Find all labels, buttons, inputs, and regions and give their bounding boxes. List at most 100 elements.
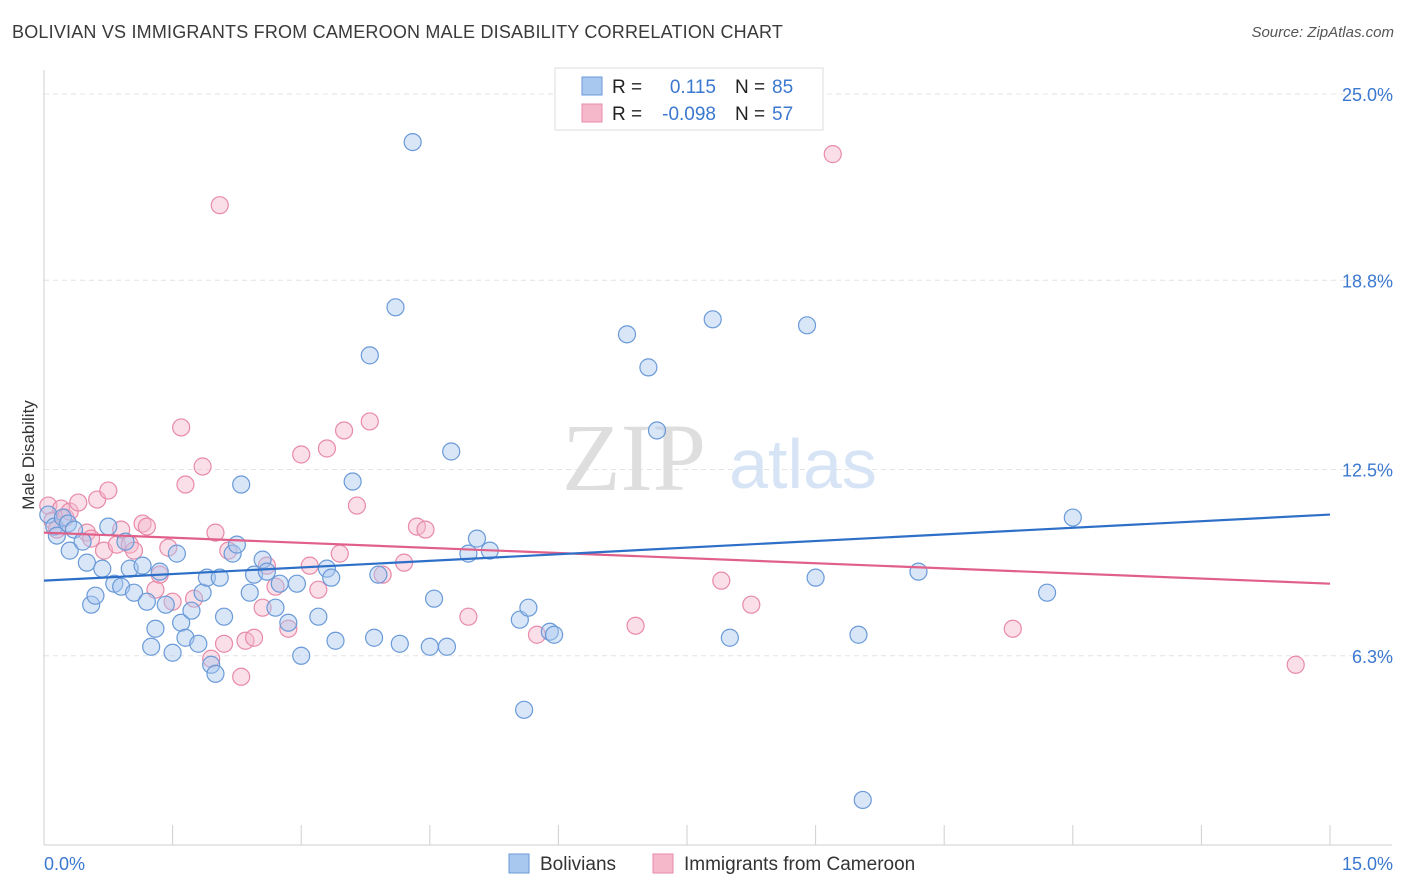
- legend-r-label-2: R =: [612, 104, 642, 125]
- cameroon-point-56: [1286, 655, 1305, 674]
- bolivians-point-7: [73, 532, 92, 551]
- y-axis-title: Male Disability: [19, 400, 38, 510]
- legend-n-value-1: 85: [772, 77, 793, 98]
- bolivians-point-10: [86, 586, 105, 605]
- bottom-legend-swatch-cameroon: [652, 853, 674, 874]
- cameroon-point-33: [244, 628, 264, 647]
- cameroon-point-57: [823, 145, 842, 164]
- bolivians-point-18: [133, 556, 152, 575]
- axes: [43, 70, 1392, 846]
- bolivians-point-75: [720, 628, 739, 647]
- cameroon-point-38: [292, 445, 311, 464]
- bolivians-point-46: [287, 574, 307, 593]
- series-legend: Bolivians Immigrants from Cameroon: [508, 853, 915, 875]
- bolivians-point-70: [545, 625, 564, 644]
- cameroon-point-45: [360, 412, 379, 431]
- cameroon-point-29: [214, 634, 234, 653]
- bottom-legend-swatch-bolivians: [508, 853, 530, 874]
- bolivians-point-67: [515, 700, 534, 719]
- cameroon-point-22: [172, 418, 191, 437]
- legend-r-value-1: 0.115: [670, 77, 716, 98]
- cameroon-point-37: [279, 619, 298, 638]
- bolivians-point-24: [163, 643, 182, 662]
- bolivians-point-79: [853, 790, 872, 810]
- cameroon-point-46: [373, 565, 392, 584]
- bolivians-point-77: [806, 568, 825, 587]
- bolivians-point-54: [364, 628, 384, 647]
- cameroon-point-54: [742, 595, 761, 614]
- bolivians-point-43: [266, 598, 285, 617]
- bolivians-point-21: [146, 619, 165, 638]
- bolivians-point-47: [292, 646, 311, 665]
- y-tick-label-1: 12.5%: [1342, 461, 1393, 481]
- bolivians-point-64: [467, 529, 487, 548]
- watermark-zip: ZIP: [562, 404, 706, 511]
- bolivians-point-25: [167, 544, 186, 563]
- legend-n-label-1: N =: [735, 77, 765, 98]
- legend-swatch-cameroon: [581, 103, 603, 123]
- bolivians-point-81: [1037, 583, 1057, 602]
- bolivians-point-58: [403, 132, 422, 152]
- bolivians-point-26: [172, 613, 191, 632]
- bottom-legend-label-bolivians: Bolivians: [540, 854, 616, 875]
- bolivians-point-53: [360, 346, 379, 365]
- x-tick-label-min: 0.0%: [44, 854, 85, 874]
- bolivians-point-37: [227, 535, 246, 554]
- bolivians-point-35: [214, 607, 234, 626]
- bolivians-point-62: [442, 442, 461, 461]
- x-tick-labels: 0.0% 15.0%: [44, 854, 1393, 874]
- cameroon-point-31: [232, 667, 251, 686]
- bolivians-point-33: [206, 664, 225, 683]
- bolivians-point-30: [193, 583, 212, 602]
- cameroon-point-41: [317, 439, 337, 458]
- bolivians-point-56: [386, 298, 405, 317]
- bolivians-point-17: [124, 583, 144, 602]
- bolivians-point-41: [253, 550, 272, 569]
- cameroon-point-17: [137, 517, 156, 536]
- cameroon-point-11: [99, 481, 118, 500]
- bottom-legend-label-cameroon: Immigrants from Cameroon: [684, 854, 915, 875]
- stats-legend: R = 0.115 N = 85 R = -0.098 N = 57: [554, 67, 824, 131]
- bolivians-point-19: [137, 592, 156, 611]
- bolivians-point-49: [317, 559, 337, 578]
- source-label: Source: ZipAtlas.com: [1251, 24, 1394, 41]
- bolivians-point-23: [156, 595, 175, 614]
- bolivians-point-34: [210, 568, 229, 587]
- cameroon-point-27: [206, 523, 225, 542]
- cameroon-point-28: [210, 196, 229, 215]
- bolivians-point-61: [437, 637, 457, 656]
- trend-line-cameroon: [43, 531, 1331, 585]
- bolivians-point-9: [82, 595, 101, 614]
- watermark-atlas: atlas: [729, 425, 877, 503]
- cameroon-point-40: [309, 580, 328, 599]
- bolivians-point-59: [420, 637, 439, 656]
- bolivians-point-5: [60, 541, 79, 560]
- cameroon-point-50: [459, 607, 478, 626]
- bolivians-point-12: [99, 517, 118, 536]
- bolivians-point-74: [703, 310, 722, 329]
- y-tick-label-0: 6.3%: [1352, 647, 1393, 667]
- cameroon-point-52: [626, 616, 645, 635]
- bolivians-point-78: [849, 625, 868, 644]
- bolivians-point-15: [116, 532, 135, 551]
- bolivians-point-57: [390, 634, 409, 653]
- cameroon-point-25: [193, 457, 212, 476]
- legend-swatch-bolivians: [581, 76, 603, 96]
- bolivians-point-44: [270, 574, 289, 593]
- bolivians-point-2: [47, 526, 66, 545]
- bolivians-point-32: [202, 655, 221, 674]
- cameroon-point-55: [1003, 619, 1022, 638]
- bolivians-point-71: [617, 325, 637, 344]
- trend-line-bolivians: [43, 513, 1331, 582]
- bolivians-point-80: [909, 562, 928, 581]
- cameroon-point-6: [69, 493, 88, 512]
- bolivians-point-38: [232, 475, 251, 494]
- bolivians-point-45: [279, 613, 298, 632]
- watermark: ZIP atlas: [562, 404, 877, 511]
- bolivians-point-11: [93, 559, 112, 578]
- bolivians-point-36: [223, 544, 242, 563]
- bolivians-point-73: [647, 421, 667, 440]
- bolivians-point-51: [326, 631, 345, 650]
- legend-n-label-2: N =: [735, 104, 765, 125]
